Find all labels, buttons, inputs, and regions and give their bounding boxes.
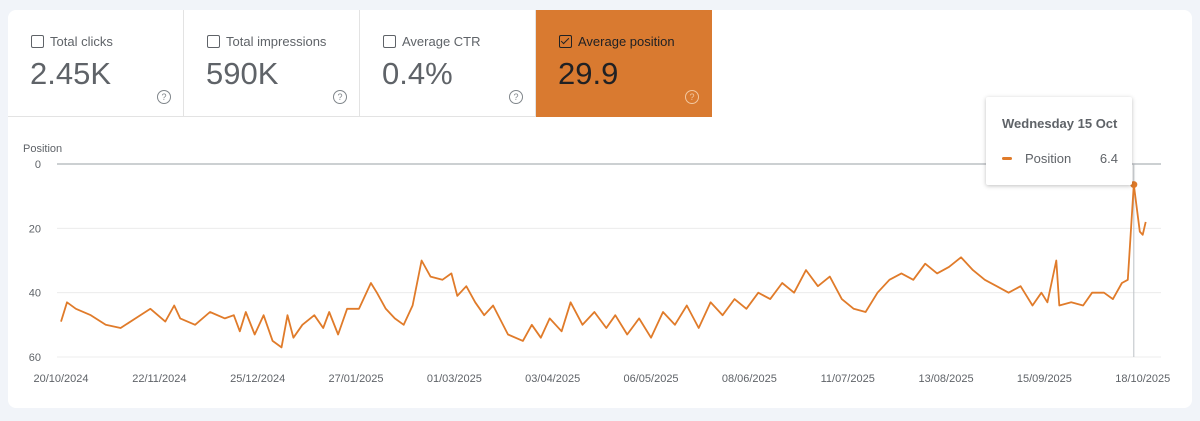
metric-value: 0.4% (382, 56, 453, 91)
series-swatch-icon (1002, 157, 1012, 160)
metric-value: 29.9 (558, 56, 619, 91)
x-tick-label: 11/07/2025 (821, 373, 875, 385)
metric-value: 590K (206, 56, 279, 91)
checkbox-icon[interactable] (383, 35, 396, 48)
checkbox-icon[interactable] (207, 35, 220, 48)
metric-label: Average CTR (402, 34, 481, 49)
metric-average-position[interactable]: Average position 29.9 ? (536, 10, 712, 117)
x-tick-label: 13/08/2025 (919, 373, 974, 385)
tooltip-value: 6.4 (1099, 151, 1118, 166)
x-tick-label: 25/12/2024 (230, 373, 285, 385)
x-tick-label: 08/06/2025 (722, 373, 777, 385)
performance-card: Total clicks 2.45K ? Total impressions 5… (8, 10, 1192, 408)
x-tick-label: 27/01/2025 (328, 373, 383, 385)
metric-total-impressions[interactable]: Total impressions 590K ? (184, 10, 360, 117)
y-tick-label: 0 (35, 159, 41, 171)
x-tick-label: 20/10/2024 (33, 373, 88, 385)
metric-average-ctr[interactable]: Average CTR 0.4% ? (360, 10, 536, 117)
checkbox-icon[interactable] (31, 35, 44, 48)
metric-total-clicks[interactable]: Total clicks 2.45K ? (8, 10, 184, 117)
tooltip-date: Wednesday 15 Oct (1002, 116, 1118, 131)
position-chart[interactable]: Position 0 20 40 60 20/10/2024 22/11/2024 25/12… (8, 10, 1192, 408)
help-icon[interactable]: ? (157, 90, 171, 104)
x-tick-label: 03/04/2025 (525, 373, 580, 385)
metric-value: 2.45K (30, 56, 112, 91)
metric-label: Average position (578, 34, 675, 49)
metric-label: Total impressions (226, 34, 327, 49)
y-axis-label: Position (23, 143, 62, 155)
help-icon[interactable]: ? (685, 90, 699, 104)
help-icon[interactable]: ? (509, 90, 523, 104)
y-tick-label: 60 (29, 352, 41, 364)
checkbox-checked-icon[interactable] (559, 35, 572, 48)
x-tick-label: 06/05/2025 (624, 373, 679, 385)
metric-tiles: Total clicks 2.45K ? Total impressions 5… (8, 10, 712, 117)
y-tick-label: 20 (29, 223, 41, 235)
metric-label: Total clicks (50, 34, 113, 49)
highlight-point (1130, 181, 1138, 189)
tooltip-series: Position (1025, 151, 1072, 166)
x-tick-label: 01/03/2025 (427, 373, 482, 385)
series-line-position (60, 183, 1147, 349)
x-tick-label: 22/11/2024 (132, 373, 186, 385)
x-tick-label: 15/09/2025 (1017, 373, 1072, 385)
help-icon[interactable]: ? (333, 90, 347, 104)
y-tick-label: 40 (29, 288, 41, 300)
x-tick-label: 18/10/2025 (1115, 373, 1170, 385)
chart-tooltip: Wednesday 15 Oct Position 6.4 (986, 97, 1132, 185)
